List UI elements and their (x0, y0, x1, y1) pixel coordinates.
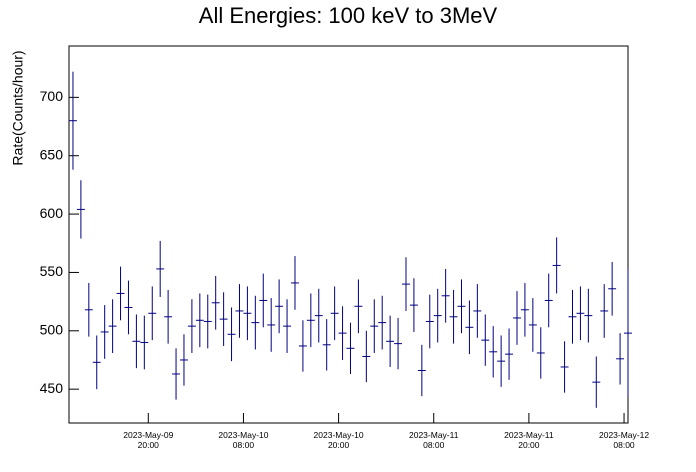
y-tick-label: 700 (40, 88, 64, 104)
x-tick-label: 2023-May-10 20:00 (313, 430, 364, 450)
y-tick-label: 650 (40, 146, 64, 162)
y-axis-label: Rate(Counts/hour) (10, 50, 26, 165)
y-tick-label: 550 (40, 263, 64, 279)
chart-title: All Energies: 100 keV to 3MeV (199, 3, 498, 28)
y-tick-label: 450 (40, 380, 64, 396)
y-tick-label: 500 (40, 321, 64, 337)
x-tick-label: 2023-May-09 20:00 (123, 430, 174, 450)
x-tick-label: 2023-May-10 08:00 (218, 430, 269, 450)
x-tick-label: 2023-May-11 08:00 (409, 430, 459, 450)
frame (68, 45, 629, 424)
x-tick-label: 2023-May-11 20:00 (504, 430, 554, 450)
x-tick-label: 2023-May-12 08:00 (598, 430, 650, 450)
y-tick-label: 600 (40, 205, 64, 221)
